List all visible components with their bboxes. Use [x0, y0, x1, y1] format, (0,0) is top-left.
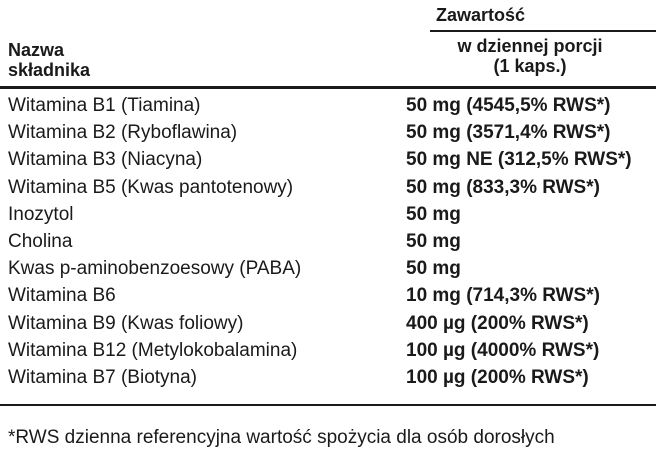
ingredient-name: Witamina B12 (Metylokobalamina): [8, 339, 298, 361]
header-rule: [430, 30, 656, 32]
ingredient-amount: 50 mg: [406, 203, 461, 225]
ingredient-name: Witamina B5 (Kwas pantotenowy): [8, 176, 294, 198]
ingredient-amount: 50 mg (4545,5% RWS*): [406, 95, 611, 116]
group-header: Zawartość: [436, 5, 526, 25]
ingredient-amount: 50 mg: [406, 258, 461, 280]
ingredient-name: Witamina B1 (Tiamina): [8, 95, 201, 116]
ingredient-amount: 50 mg (833,3% RWS*): [406, 176, 600, 198]
ingredient-amount: 50 mg: [406, 231, 461, 252]
ingredient-amount: 100 µg (4000% RWS*): [406, 339, 600, 361]
ingredient-name: Kwas p-aminobenzoesowy (PABA): [8, 258, 302, 280]
footnote: *RWS dzienna referencyjna wartość spożyc…: [8, 427, 555, 448]
ingredient-name: Witamina B9 (Kwas foliowy): [8, 312, 244, 334]
header-bottom-rule: [0, 86, 656, 89]
ingredient-amount: 10 mg (714,3% RWS*): [406, 285, 600, 307]
ingredient-amount: 100 µg (200% RWS*): [406, 367, 589, 388]
footer-rule: [0, 404, 656, 406]
ingredient-name: Witamina B3 (Niacyna): [8, 149, 203, 171]
ingredient-name: Cholina: [8, 231, 73, 252]
ingredient-name: Witamina B7 (Biotyna): [8, 367, 198, 388]
ingredient-amount: 50 mg NE (312,5% RWS*): [406, 149, 632, 171]
name-header: Nazwa składnika: [8, 40, 91, 80]
ingredient-name: Witamina B2 (Ryboflawina): [8, 122, 238, 144]
ingredient-amount: 400 µg (200% RWS*): [406, 312, 589, 334]
amount-header: w dziennej porcji (1 kaps.): [457, 36, 603, 76]
ingredient-name: Inozytol: [8, 203, 74, 225]
ingredient-name: Witamina B6: [8, 285, 116, 307]
ingredient-amount: 50 mg (3571,4% RWS*): [406, 122, 611, 144]
